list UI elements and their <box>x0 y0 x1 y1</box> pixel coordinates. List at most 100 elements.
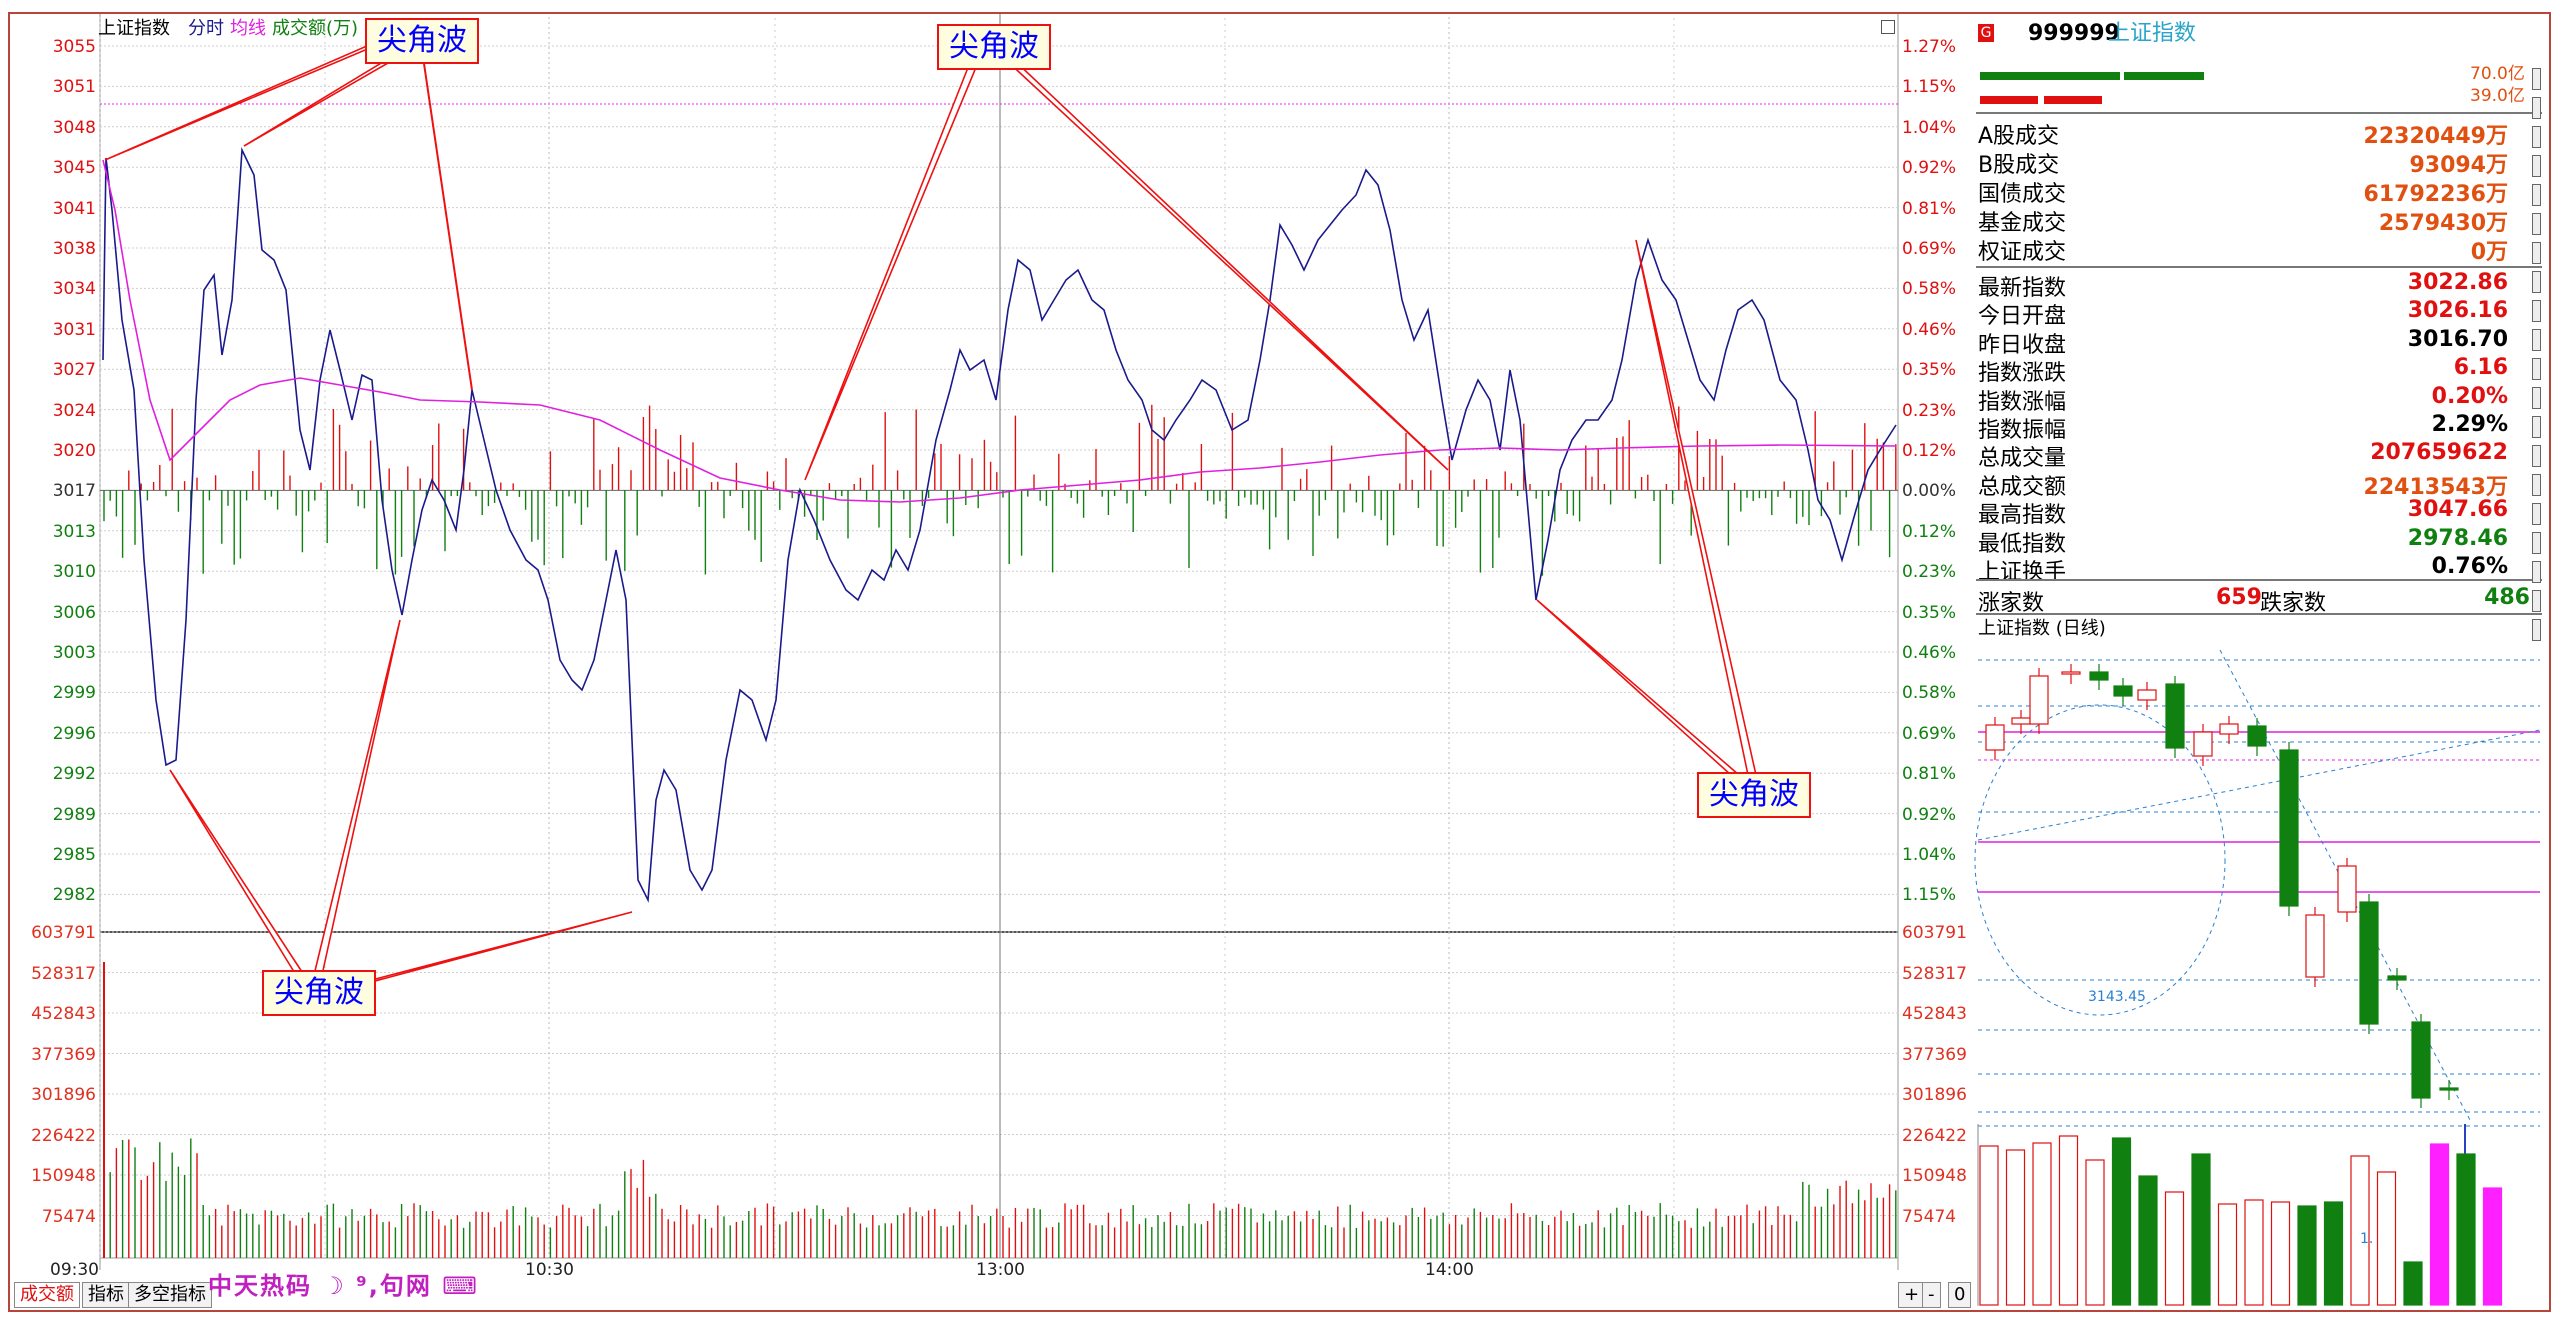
tab-long-short[interactable]: 多空指标 <box>128 1282 212 1308</box>
mini-chart-title: 上证指数 (日线) <box>1978 618 2106 639</box>
reset-button[interactable]: 0 <box>1948 1282 1972 1308</box>
panel-toggle[interactable] <box>2532 561 2541 583</box>
pct-axis-label: 0.46% <box>1902 643 1957 663</box>
panel-toggle[interactable] <box>2532 445 2541 467</box>
callout-spike-4: 尖角波 <box>1697 772 1811 818</box>
mini-volume-bar <box>2429 1143 2450 1306</box>
callout-spike-2: 尖角波 <box>937 24 1051 70</box>
mini-volume-bar <box>2350 1155 2370 1306</box>
volume-axis-label: 377369 <box>1902 1044 1967 1065</box>
pct-axis-label: 0.46% <box>1902 319 1957 340</box>
pct-axis-label: 0.81% <box>1902 198 1957 219</box>
maximize-icon[interactable] <box>1881 20 1895 34</box>
price-axis-label: 2992 <box>52 764 96 785</box>
panel-toggle[interactable] <box>2532 329 2541 351</box>
volume-axis-label: 301896 <box>31 1085 96 1105</box>
tab-fenshi[interactable]: 分时 <box>188 18 224 39</box>
panel-toggle[interactable] <box>2532 387 2541 409</box>
panel-toggle[interactable] <box>2532 68 2541 90</box>
turnover-value: 22320449万 <box>2363 124 2508 149</box>
callout-spike-3: 尖角波 <box>262 970 376 1016</box>
tab-indicator[interactable]: 指标 <box>82 1282 130 1308</box>
pct-axis-label: 0.92% <box>1902 804 1957 825</box>
index-stat-value: 2978.46 <box>2407 525 2508 551</box>
tab-volume[interactable]: 成交额(万) <box>272 18 359 39</box>
index-stat-row: 指数振幅 2.29% <box>1978 412 2538 443</box>
index-stat-label: 最高指数 <box>1978 503 2067 529</box>
buy-strength-bar <box>1980 72 2120 80</box>
price-line <box>102 146 1897 903</box>
pct-axis-label: 0.81% <box>1902 764 1957 785</box>
zoom-out-button[interactable]: - <box>1922 1282 1941 1308</box>
panel-toggle[interactable] <box>2532 271 2541 293</box>
turnover-value: 61792236万 <box>2363 182 2508 207</box>
panel-toggle[interactable] <box>2532 184 2541 206</box>
quote-badge: G <box>1978 24 1994 42</box>
volume-axis-label: 452843 <box>1902 1004 1967 1024</box>
price-axis-label: 3020 <box>52 441 96 461</box>
volume-bars <box>103 404 1897 1258</box>
chart-grid <box>99 12 1899 1270</box>
price-axis-label: 3051 <box>52 77 96 98</box>
panel-toggle[interactable] <box>2532 213 2541 235</box>
volume-axis-label: 150948 <box>1902 1166 1967 1186</box>
mini-volume-bar <box>2482 1187 2503 1306</box>
panel-toggle[interactable] <box>2532 126 2541 148</box>
index-stat-value: 6.16 <box>2453 355 2508 381</box>
index-stat-value: 0.76% <box>2431 554 2508 579</box>
index-stat-row: 最高指数 3047.66 <box>1978 497 2538 528</box>
mini-volume-bar <box>2164 1191 2185 1306</box>
price-axis-label: 2996 <box>52 723 96 744</box>
mini-volume-bar <box>2217 1203 2238 1306</box>
callout-spike-1: 尖角波 <box>365 18 479 64</box>
panel-toggle[interactable] <box>2532 416 2541 438</box>
panel-toggle[interactable] <box>2532 474 2541 496</box>
zoom-in-button[interactable]: + <box>1898 1282 1926 1308</box>
pct-axis-label: 0.58% <box>1902 279 1957 300</box>
mini-candle-down <box>2247 725 2267 747</box>
tab-junxian[interactable]: 均线 <box>230 18 266 39</box>
price-axis-label: 3041 <box>52 198 96 219</box>
pct-axis-label: 1.04% <box>1902 117 1957 138</box>
volume-axis-label: 75474 <box>41 1206 96 1227</box>
turnover-label: 基金成交 <box>1978 211 2067 236</box>
turnover-value: 0万 <box>2470 240 2508 265</box>
panel-toggle[interactable] <box>2532 358 2541 380</box>
mini-volume-bar <box>2297 1205 2317 1306</box>
chart-title: 上证指数 <box>98 18 170 39</box>
mini-candle-down <box>2279 749 2299 907</box>
down-count-value: 486 <box>2484 585 2530 610</box>
index-stat-label: 指数振幅 <box>1978 418 2067 443</box>
index-stat-row: 昨日收盘 3016.70 <box>1978 326 2538 358</box>
price-axis-label: 3024 <box>52 400 96 421</box>
panel-toggle[interactable] <box>2532 242 2541 264</box>
index-stat-row: 最低指数 2978.46 <box>1978 525 2538 557</box>
mini-candle-down <box>2089 671 2109 681</box>
mini-volume-bar <box>1979 1145 1999 1306</box>
panel-toggle[interactable] <box>2532 590 2541 612</box>
divider <box>1976 579 2542 581</box>
pct-axis-label: 1.04% <box>1902 845 1957 865</box>
price-axis-label: 3034 <box>52 279 96 300</box>
tab-volume-amount[interactable]: 成交额 <box>14 1282 80 1308</box>
price-axis-label: 3055 <box>52 37 96 57</box>
mini-candle-up <box>1985 724 2005 751</box>
pct-axis-label: 1.27% <box>1902 37 1957 57</box>
index-stat-label: 上证换手 <box>1978 560 2067 585</box>
panel-toggle[interactable] <box>2532 155 2541 177</box>
mini-candle-down <box>2411 1021 2431 1099</box>
panel-toggle[interactable] <box>2532 532 2541 554</box>
panel-toggle[interactable] <box>2532 97 2541 119</box>
index-stat-row: 今日开盘 3026.16 <box>1978 298 2538 329</box>
panel-toggle[interactable] <box>2532 619 2541 641</box>
turnover-value: 93094万 <box>2409 153 2508 178</box>
index-stat-value: 2.29% <box>2431 412 2508 437</box>
price-axis-label: 3017 <box>52 481 96 502</box>
panel-toggle[interactable] <box>2532 300 2541 322</box>
index-stat-value: 3016.70 <box>2407 326 2508 352</box>
mini-volume-bar <box>2270 1201 2291 1306</box>
mini-volume-bar <box>2138 1175 2158 1306</box>
panel-toggle[interactable] <box>2532 503 2541 525</box>
volume-axis-label: 377369 <box>31 1044 96 1065</box>
mini-volume-bar <box>2376 1171 2397 1306</box>
